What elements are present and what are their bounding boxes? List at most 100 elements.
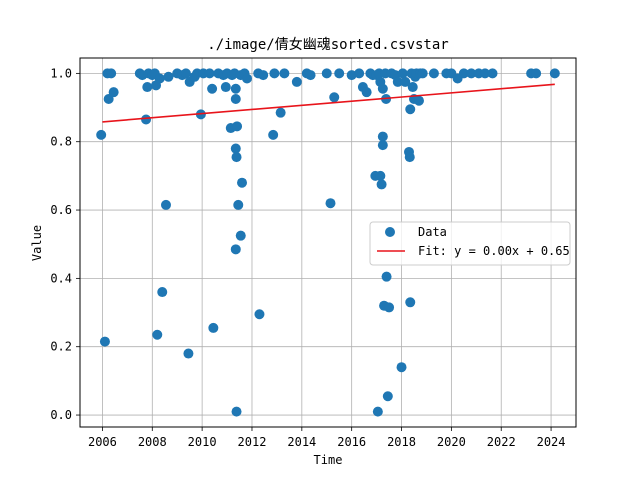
data-point	[346, 70, 357, 81]
data-point	[428, 68, 439, 79]
data-point	[329, 92, 340, 103]
legend-box	[369, 221, 571, 266]
data-point	[106, 68, 117, 79]
data-point	[392, 76, 403, 87]
data-point	[405, 297, 416, 308]
data-point	[157, 287, 168, 298]
data-point	[233, 199, 244, 210]
data-point	[382, 391, 393, 402]
y-tick-label: 0.4	[50, 271, 72, 285]
data-point	[375, 170, 386, 181]
data-point	[404, 152, 415, 163]
y-tick-label: 0.0	[50, 408, 72, 422]
data-point	[384, 302, 395, 313]
data-point	[235, 230, 246, 241]
y-tick-label: 1.0	[50, 66, 72, 80]
data-point	[180, 68, 191, 79]
data-point	[183, 348, 194, 359]
plot-frame	[79, 57, 577, 428]
data-point	[291, 76, 302, 87]
data-point	[237, 177, 248, 188]
data-point	[96, 129, 107, 140]
legend: Data Fit: y = 0.00x + 0.65	[369, 221, 571, 266]
data-point	[268, 129, 279, 140]
data-point	[381, 271, 392, 282]
data-point	[275, 107, 286, 118]
data-point	[269, 68, 280, 79]
y-tick-label: 0.6	[50, 203, 72, 217]
data-point	[232, 121, 243, 132]
data-point	[231, 152, 242, 163]
x-tick-label: 2022	[487, 435, 516, 449]
data-point	[487, 68, 498, 79]
data-point	[549, 68, 560, 79]
x-tick-label: 2020	[437, 435, 466, 449]
x-tick-label: 2018	[387, 435, 416, 449]
data-point	[220, 82, 231, 93]
data-point	[279, 68, 290, 79]
data-point	[407, 82, 418, 93]
y-tick-label: 0.8	[50, 135, 72, 149]
data-point	[417, 68, 428, 79]
legend-marker-data	[385, 227, 395, 237]
data-point	[154, 73, 165, 84]
data-point	[458, 68, 469, 79]
data-point	[258, 70, 269, 81]
data-point	[480, 68, 491, 79]
data-point	[160, 199, 171, 210]
data-point	[396, 362, 407, 373]
data-points	[96, 68, 560, 417]
x-tick-label: 2010	[188, 435, 217, 449]
data-point	[397, 68, 408, 79]
data-point	[400, 76, 411, 87]
chart-title: ./image/倩女幽魂sorted.csvstar	[207, 36, 448, 53]
data-point	[207, 83, 218, 94]
data-point	[230, 244, 241, 255]
data-point	[204, 68, 215, 79]
y-tick-label: 0.2	[50, 340, 72, 354]
x-tick-label: 2014	[287, 435, 316, 449]
data-point	[361, 87, 372, 98]
data-point	[305, 70, 316, 81]
data-point	[241, 73, 252, 84]
data-point	[413, 95, 424, 106]
data-point	[142, 82, 153, 93]
data-point	[372, 406, 383, 417]
legend-label-data: Data	[418, 225, 447, 239]
data-point	[334, 68, 345, 79]
x-tick-label: 2012	[238, 435, 267, 449]
data-point	[377, 131, 388, 142]
data-point	[108, 87, 119, 98]
data-point	[321, 68, 332, 79]
data-point	[99, 336, 110, 347]
y-axis-label: Value	[30, 225, 44, 261]
data-point	[377, 140, 388, 151]
data-point	[531, 68, 542, 79]
data-point	[231, 406, 242, 417]
data-point	[163, 71, 174, 82]
x-axis-ticks: 2006 2008 2010 2012 2014 2016 2018 2020 2022 2024	[88, 427, 566, 449]
data-point	[254, 309, 265, 320]
data-point	[376, 179, 387, 190]
data-point	[230, 94, 241, 104]
legend-label-fit: Fit: y = 0.00x + 0.65	[418, 244, 570, 258]
x-tick-label: 2006	[88, 435, 117, 449]
data-point	[405, 104, 416, 115]
data-point	[141, 114, 152, 125]
x-axis-label: Time	[314, 453, 343, 467]
data-point	[466, 68, 477, 79]
x-tick-label: 2024	[537, 435, 566, 449]
data-point	[230, 143, 241, 154]
data-point	[377, 83, 388, 94]
data-point	[208, 322, 219, 333]
x-tick-label: 2016	[337, 435, 366, 449]
fit-line	[102, 83, 555, 123]
data-point	[325, 198, 336, 209]
data-point	[230, 83, 241, 94]
data-point	[354, 68, 365, 79]
grid	[80, 58, 576, 427]
x-tick-label: 2008	[138, 435, 167, 449]
data-point	[152, 329, 163, 340]
y-axis-ticks: 0.0 0.2 0.4 0.6 0.8 1.0	[50, 66, 80, 422]
